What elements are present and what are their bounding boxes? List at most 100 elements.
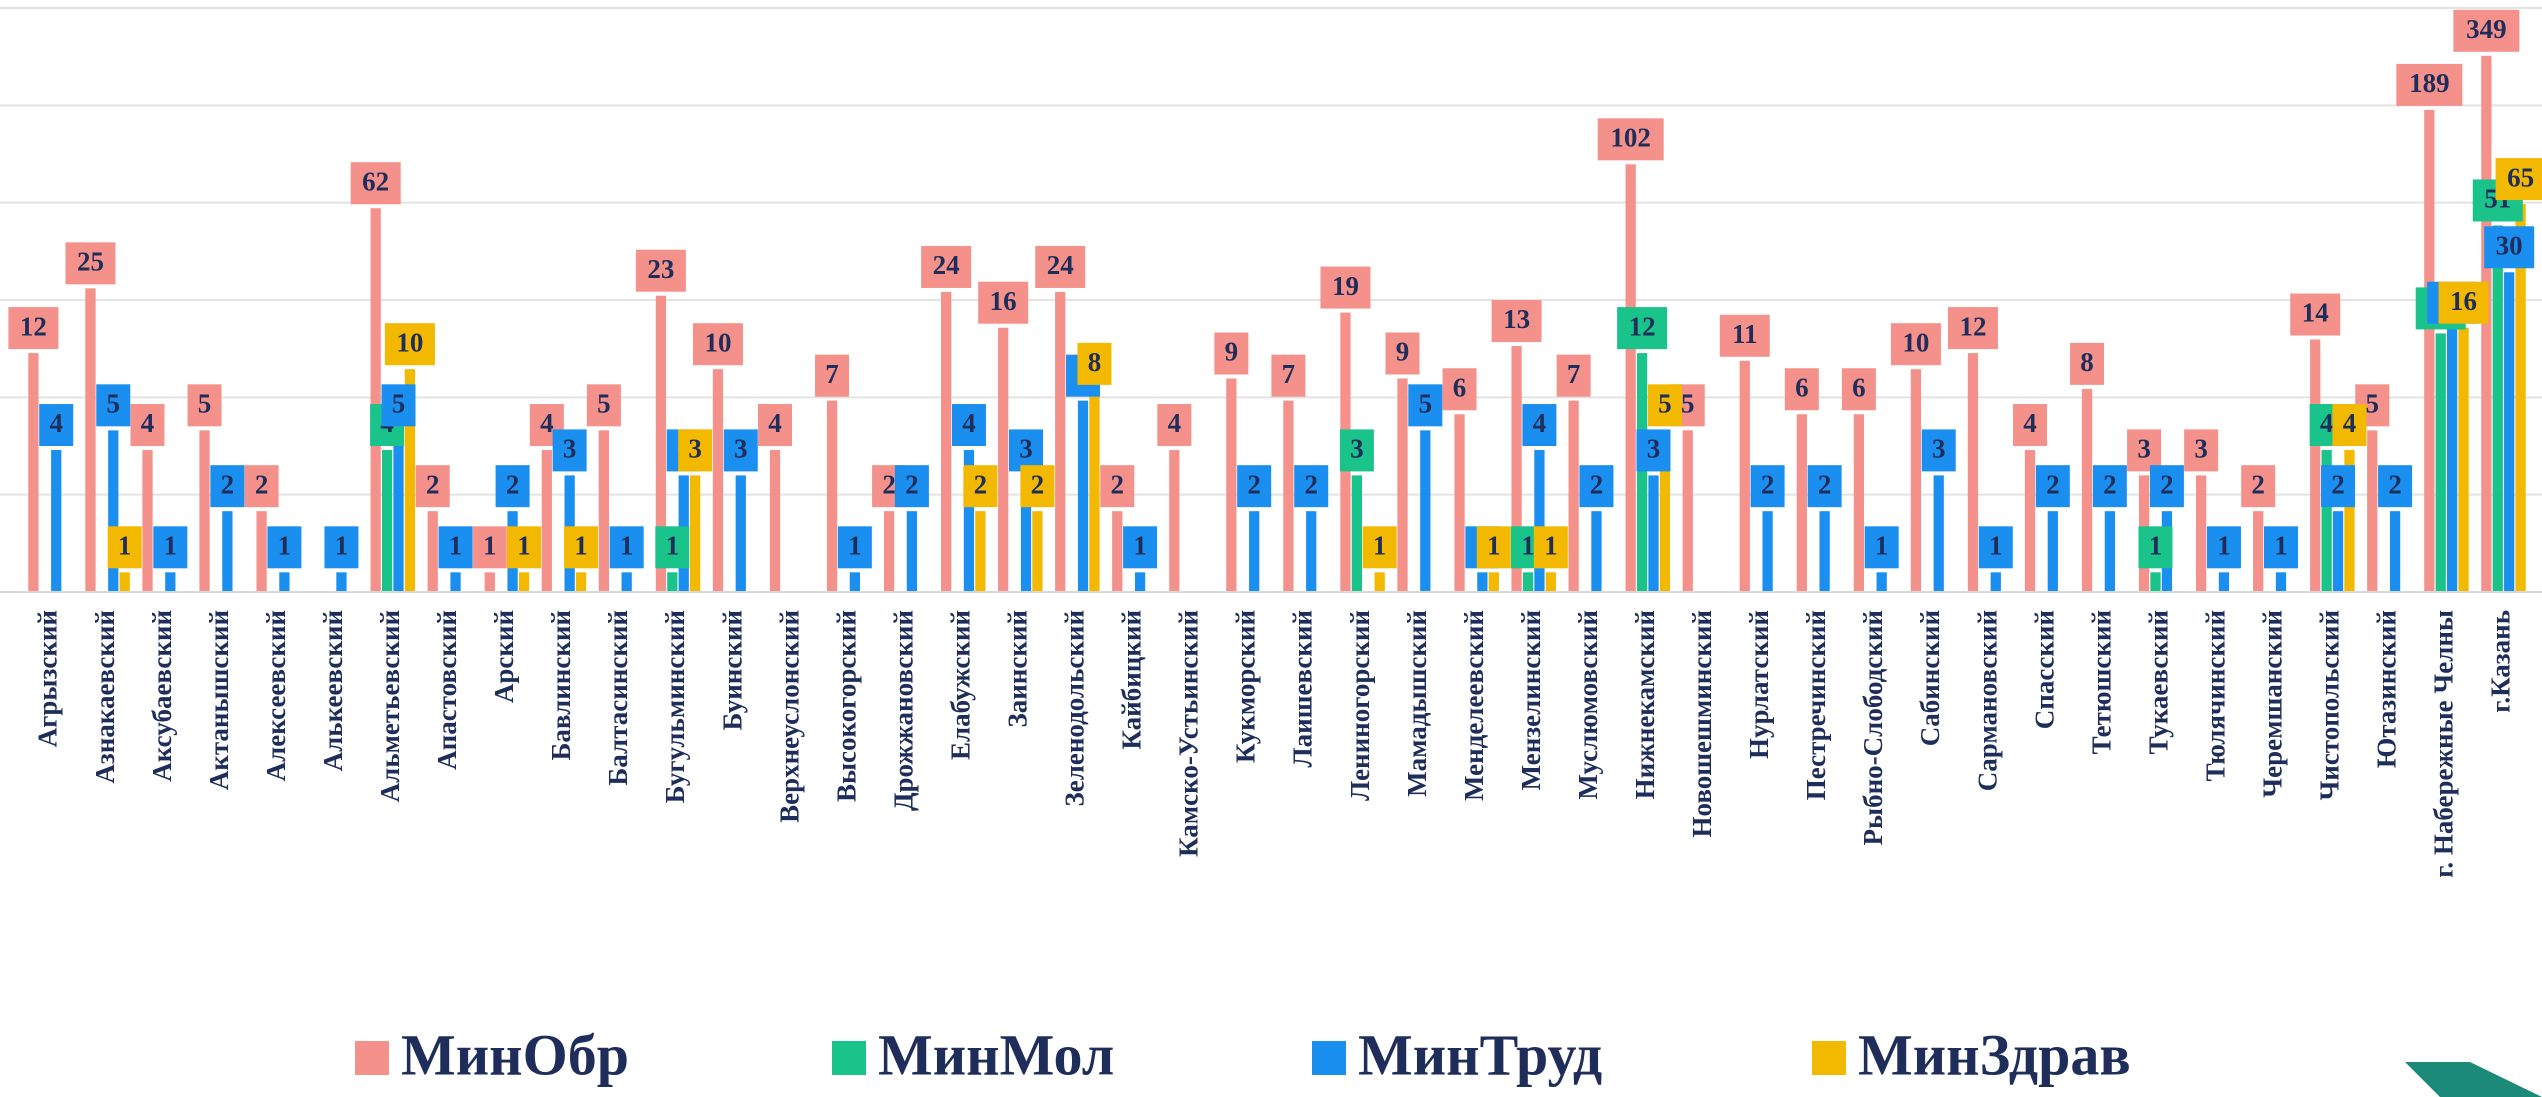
x-tick-label: г. Набережные Челны (2429, 610, 2459, 878)
x-tick-label: Кайбицкий (1117, 610, 1147, 750)
x-tick-label: Тюлячинский (2200, 610, 2230, 781)
value-label: 2 (974, 469, 988, 499)
bar (2310, 339, 2321, 592)
decor-shape (2405, 1062, 2542, 1097)
value-label: 9 (1396, 337, 1410, 367)
value-label: 12 (1959, 311, 1986, 341)
bar (393, 430, 404, 592)
bar (51, 450, 62, 592)
bar (2024, 450, 2036, 592)
bar (1020, 475, 1032, 592)
value-label: 3 (1932, 434, 1946, 464)
value-label: 1 (2217, 531, 2231, 561)
bar (1933, 475, 1944, 592)
value-label: 2 (882, 469, 896, 499)
x-tick-label: Высокогорский (831, 610, 861, 802)
value-label-box (1009, 429, 1043, 472)
bar (712, 369, 724, 592)
value-label-box (2035, 465, 2070, 508)
value-label-box (2184, 429, 2219, 472)
value-label: 2 (1111, 469, 1125, 499)
x-tick-label: Нурлатский (1744, 610, 1774, 759)
value-label: 2 (905, 469, 919, 499)
bar (222, 511, 233, 592)
value-label-box (2396, 63, 2463, 106)
bar (1055, 291, 1066, 592)
value-label-box (39, 404, 74, 447)
bar (1967, 353, 1979, 592)
bar (1283, 400, 1294, 592)
x-tick-label: Тетюшский (2086, 610, 2116, 754)
value-label: 8 (1088, 347, 1102, 377)
x-tick-label: Сармановский (1972, 610, 2002, 791)
bar (1477, 572, 1488, 592)
value-label: 2 (2046, 469, 2060, 499)
value-label: 2 (2331, 469, 2345, 499)
value-label: 6 (1453, 372, 1467, 402)
bar (1819, 511, 1830, 592)
value-label: 10 (396, 327, 423, 357)
bar (142, 450, 153, 592)
bar (2389, 511, 2401, 592)
legend-swatch (1312, 1041, 1346, 1075)
bar (1796, 414, 1807, 592)
value-label: 24 (1047, 250, 1074, 280)
value-label: 3 (563, 434, 577, 464)
bar (1739, 360, 1750, 592)
value-label-box (65, 242, 116, 285)
value-label-box (1597, 118, 1664, 161)
bar (256, 511, 267, 592)
bar (1397, 378, 1408, 592)
bar (1374, 572, 1385, 592)
value-label: 6 (1795, 372, 1809, 402)
x-tick-label: Альметьевский (375, 610, 405, 802)
legend-swatch (832, 1041, 866, 1075)
value-label: 25 (77, 247, 104, 277)
value-label: 5 (198, 389, 212, 419)
value-label-box (1890, 323, 1941, 366)
value-label-box (507, 526, 541, 569)
value-label: 4 (1533, 408, 1547, 438)
value-label-box (2484, 226, 2535, 269)
value-label-box (609, 526, 644, 569)
value-label: 5 (1419, 389, 1433, 419)
value-label-box (951, 404, 986, 447)
bar (336, 572, 347, 592)
value-label: 13 (1503, 304, 1530, 334)
value-label-box (1214, 332, 1249, 375)
value-label-box (415, 465, 450, 508)
bar (2332, 511, 2344, 592)
bar (1682, 430, 1693, 592)
value-label-box (837, 526, 872, 569)
value-label-box (495, 465, 530, 508)
bar (941, 291, 952, 592)
value-label-box (586, 384, 621, 427)
value-label: 4 (768, 408, 782, 438)
bar (735, 475, 746, 592)
value-label: 6 (1852, 372, 1866, 402)
value-label-box (815, 354, 850, 397)
bar (2150, 572, 2161, 592)
legend-swatch (355, 1041, 389, 1075)
value-label: 16 (990, 286, 1017, 316)
bar (998, 327, 1009, 592)
x-tick-label: Буинский (717, 610, 747, 730)
bar (2275, 572, 2287, 592)
value-label-box (894, 465, 929, 508)
value-label: 1 (1133, 531, 1147, 561)
x-tick-label: Аксубаевский (147, 610, 177, 782)
bar (1420, 430, 1431, 592)
value-label-box (1339, 429, 1374, 472)
value-label-box (1271, 354, 1306, 397)
bar (427, 511, 438, 592)
value-label-box (1647, 384, 1682, 427)
value-label: 7 (1282, 359, 1296, 389)
bar (2081, 388, 2093, 592)
value-label-box (564, 526, 599, 569)
x-tick-label: Елабужский (945, 610, 975, 760)
x-tick-label: Верхнеуслонский (774, 610, 804, 823)
value-label-box (2321, 465, 2356, 508)
x-tick-label: Апастовский (432, 610, 462, 770)
legend-label: МинМол (878, 1022, 1114, 1087)
bar (769, 450, 781, 592)
